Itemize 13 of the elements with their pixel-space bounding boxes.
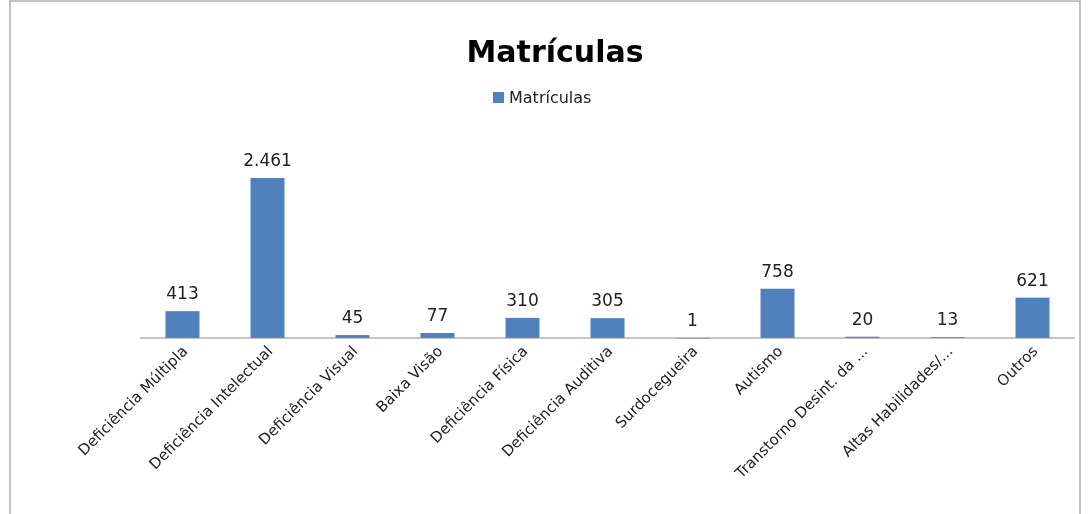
data-label: 45 (341, 307, 364, 328)
chart-title: Matrículas (466, 34, 644, 69)
data-label: 413 (166, 283, 199, 304)
legend-label: Matrículas (509, 88, 592, 107)
data-label: 310 (506, 289, 539, 310)
data-label: 20 (851, 308, 874, 329)
data-label: 1 (687, 309, 698, 330)
data-label: 77 (426, 304, 449, 325)
data-label: 305 (591, 290, 624, 311)
data-label: 2.461 (243, 150, 292, 170)
data-label: 758 (761, 260, 794, 281)
data-label: 621 (1016, 269, 1049, 290)
data-label: 13 (936, 309, 959, 330)
